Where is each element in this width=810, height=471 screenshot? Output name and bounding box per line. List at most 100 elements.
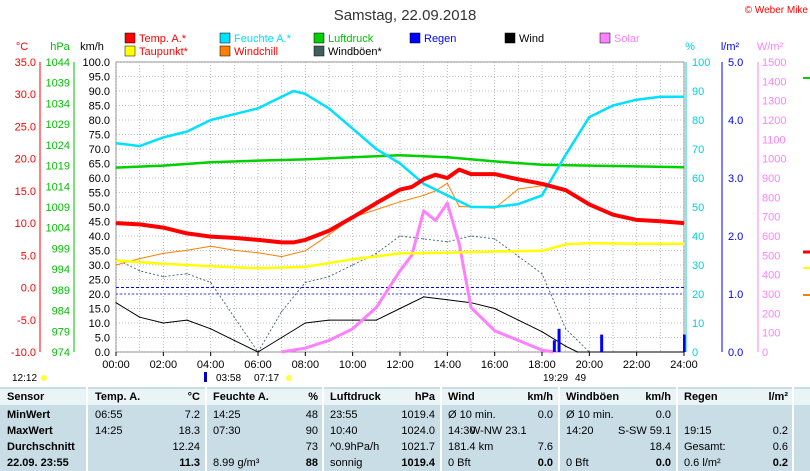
point-0-25 [612,214,614,216]
tick-humidity: 10 [692,318,704,330]
tick-wind: 30.0 [89,260,110,272]
tick-wind: 20.0 [89,289,110,301]
point-0-26 [636,219,638,221]
tick-solar: 1400 [762,76,786,88]
point-7-1 [304,347,306,349]
point-6-2 [162,276,164,278]
point-0-20 [494,173,496,175]
point-4-16 [458,205,460,207]
point-5-10 [352,319,354,321]
tick-wind: 85.0 [89,101,110,113]
tick-wind: 60.0 [89,173,110,185]
tick-solar: 0 [762,347,768,359]
point-4-15 [446,182,448,184]
tick-time: 22:00 [623,359,651,371]
point-7-14 [541,349,543,351]
cell-wind-desc: 14:30 [448,425,476,437]
tick-solar: 400 [762,270,780,282]
tick-solar: 600 [762,231,780,243]
header-hum: Feuchte A. [213,391,269,403]
point-4-2 [162,252,164,254]
cell-hum-time: 07:30 [213,425,241,437]
tick-pressure: 1034 [46,98,70,110]
point-4-13 [423,194,425,196]
point-2-4 [304,158,306,160]
axis-unit-solar: W/m² [757,41,784,53]
tick-humidity: 0 [692,347,698,359]
point-7-2 [328,339,330,341]
axis-unit-rain: l/m² [721,41,740,53]
header-temp-unit: °C [187,391,200,403]
tick-wind: 25.0 [89,275,110,287]
tick-time: 04:00 [197,359,225,371]
point-0-16 [434,174,437,176]
point-4-5 [233,249,235,251]
tick-humidity: 80 [692,115,704,127]
moon-time: 12:12 [12,373,37,384]
cell-wind-val: 0.0 [537,457,553,469]
point-1-5 [233,113,235,115]
sunset-suffix: 49 [575,373,587,384]
tick-rain: 2.0 [728,231,743,243]
tick-time: 20:00 [576,359,604,371]
legend-label: Solar [614,33,640,45]
point-4-9 [328,234,330,236]
point-0-17 [446,177,448,179]
tick-solar: 800 [762,192,780,204]
point-4-8 [304,250,306,252]
point-3-1 [162,263,164,265]
point-6-14 [446,241,448,243]
point-0-15 [423,178,425,180]
cell-press-time: 10:40 [330,425,358,437]
point-1-12 [375,148,377,150]
legend-label: Taupunkt* [139,46,189,58]
point-1-16 [470,206,472,208]
tick-solar: 1200 [762,115,786,127]
axis-unit-pressure: hPa [50,41,70,53]
tick-wind: 65.0 [89,159,110,171]
tick-pressure: 1019 [46,161,70,173]
tick-pressure: 1014 [46,181,70,193]
point-4-19 [517,188,519,190]
tick-humidity: 100 [692,57,710,69]
point-6-18 [541,273,543,275]
tick-pressure: 1039 [46,78,70,90]
point-1-23 [636,99,638,101]
legend-swatch [219,45,231,57]
cell-hum-time: 8.99 g/m³ [213,457,260,469]
point-5-0 [115,302,117,304]
point-6-12 [399,235,401,237]
tick-time: 06:00 [244,359,272,371]
point-3-11 [588,242,590,244]
point-1-13 [399,162,401,165]
tick-pressure: 989 [52,285,70,297]
point-7-7 [423,210,425,212]
tick-time: 02:00 [150,359,178,371]
cell-wind-desc: Ø 10 min. [448,409,496,421]
tick-solar: 1300 [762,96,786,108]
header-sensor: Sensor [7,391,45,403]
point-4-1 [139,258,141,260]
point-5-13 [423,296,425,298]
tick-solar: 700 [762,212,780,224]
point-3-10 [565,243,567,245]
tick-solar: 900 [762,173,780,185]
point-7-10 [458,243,460,245]
cell-press-time: sonnig [330,457,363,469]
point-1-24 [659,96,661,98]
point-3-3 [257,267,259,269]
tick-wind: 90.0 [89,86,110,98]
point-0-3 [186,232,188,234]
point-2-6 [399,154,401,156]
point-1-10 [328,107,330,109]
point-6-8 [304,281,306,283]
point-4-11 [375,209,377,211]
sunrise2-time: 07:17 [254,373,279,384]
header-press: Luftdruck [330,391,381,403]
moon-icon [41,375,47,381]
sunrise-time: 03:58 [216,373,241,384]
tick-pressure: 1004 [46,223,70,235]
point-5-4 [210,328,212,330]
tick-pressure: 1029 [46,119,70,131]
point-1-19 [541,194,543,196]
